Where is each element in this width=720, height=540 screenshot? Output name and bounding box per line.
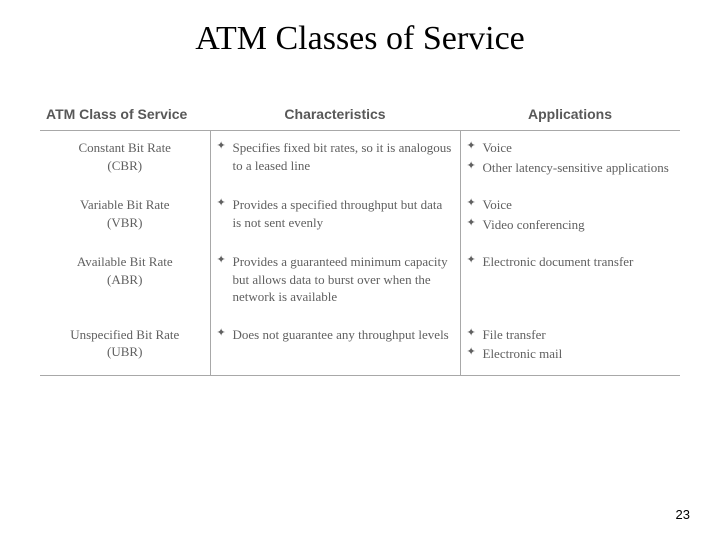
- characteristics-list: Provides a specified through­put but dat…: [217, 196, 454, 231]
- service-line1: Available Bit Rate: [77, 254, 173, 269]
- list-item: Voice: [467, 196, 675, 214]
- applications-cell: Electronic document transfer: [460, 245, 680, 318]
- service-line2: (UBR): [107, 344, 142, 359]
- service-line2: (VBR): [107, 215, 142, 230]
- col-header-class: ATM Class of Service: [40, 100, 210, 131]
- slide-title: ATM Classes of Service: [0, 20, 720, 58]
- service-name-cell: Unspecified Bit Rate (UBR): [40, 318, 210, 376]
- table-header-row: ATM Class of Service Characteristics App…: [40, 100, 680, 131]
- applications-cell: Voice Video conferencing: [460, 188, 680, 245]
- characteristics-cell: Specifies fixed bit rates, so it is anal…: [210, 131, 460, 189]
- list-item: Provides a specified through­put but dat…: [217, 196, 454, 231]
- list-item: Video conferencing: [467, 216, 675, 234]
- characteristics-list: Provides a guaranteed mini­mum capacity …: [217, 253, 454, 306]
- list-item: Does not guarantee any throughput levels: [217, 326, 454, 344]
- service-line1: Unspecified Bit Rate: [70, 327, 179, 342]
- service-name-cell: Available Bit Rate (ABR): [40, 245, 210, 318]
- characteristics-list: Does not guarantee any throughput levels: [217, 326, 454, 344]
- list-item: File transfer: [467, 326, 675, 344]
- list-item: Specifies fixed bit rates, so it is anal…: [217, 139, 454, 174]
- table-row: Available Bit Rate (ABR) Provides a guar…: [40, 245, 680, 318]
- service-name-cell: Variable Bit Rate (VBR): [40, 188, 210, 245]
- list-item: Provides a guaranteed mini­mum capacity …: [217, 253, 454, 306]
- service-name-cell: Constant Bit Rate (CBR): [40, 131, 210, 189]
- list-item: Electronic mail: [467, 345, 675, 363]
- characteristics-cell: Provides a guaranteed mini­mum capacity …: [210, 245, 460, 318]
- applications-list: Voice Other latency-sensitive applicatio…: [467, 139, 675, 176]
- list-item: Voice: [467, 139, 675, 157]
- slide-container: ATM Classes of Service ATM Class of Serv…: [0, 0, 720, 540]
- service-line2: (ABR): [107, 272, 142, 287]
- table-row: Variable Bit Rate (VBR) Provides a speci…: [40, 188, 680, 245]
- atm-service-table: ATM Class of Service Characteristics App…: [40, 100, 680, 376]
- applications-list: Electronic document transfer: [467, 253, 675, 271]
- service-line1: Constant Bit Rate: [79, 140, 171, 155]
- col-header-applications: Applications: [460, 100, 680, 131]
- table-row: Constant Bit Rate (CBR) Specifies fixed …: [40, 131, 680, 189]
- applications-cell: Voice Other latency-sensitive applicatio…: [460, 131, 680, 189]
- list-item: Electronic document transfer: [467, 253, 675, 271]
- applications-list: File transfer Electronic mail: [467, 326, 675, 363]
- list-item: Other latency-sensitive applications: [467, 159, 675, 177]
- page-number: 23: [676, 507, 690, 522]
- table-row: Unspecified Bit Rate (UBR) Does not guar…: [40, 318, 680, 376]
- characteristics-cell: Provides a specified through­put but dat…: [210, 188, 460, 245]
- service-line2: (CBR): [107, 158, 142, 173]
- col-header-characteristics: Characteristics: [210, 100, 460, 131]
- service-line1: Variable Bit Rate: [80, 197, 170, 212]
- characteristics-list: Specifies fixed bit rates, so it is anal…: [217, 139, 454, 174]
- applications-cell: File transfer Electronic mail: [460, 318, 680, 376]
- applications-list: Voice Video conferencing: [467, 196, 675, 233]
- characteristics-cell: Does not guarantee any throughput levels: [210, 318, 460, 376]
- service-table: ATM Class of Service Characteristics App…: [40, 100, 680, 376]
